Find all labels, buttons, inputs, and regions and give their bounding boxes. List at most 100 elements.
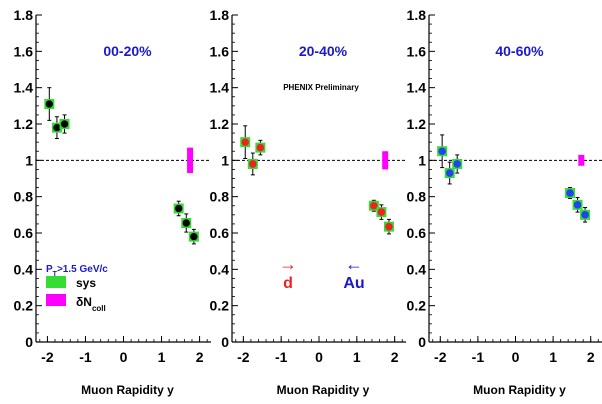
data-point — [452, 154, 463, 174]
y-tick-label: 1 — [25, 152, 33, 168]
legend-ncoll-swatch — [46, 294, 66, 306]
y-tick-label: 0.2 — [407, 298, 427, 314]
marker — [566, 189, 574, 197]
data-point — [51, 116, 62, 140]
y-tick-label: 1.8 — [210, 7, 230, 23]
data-point — [188, 228, 199, 245]
y-tick-label: 0 — [25, 334, 33, 350]
y-tick-label: 1.6 — [210, 43, 230, 59]
legend-sys-swatch — [46, 276, 66, 288]
marker — [249, 160, 257, 168]
data-point — [247, 152, 258, 176]
panel-3: 0 0.2 0.4 0.6 0.8 1 1.2 1.4 1.6 1.8 -2 -1 0 1 2 Muon Ra… — [407, 7, 602, 397]
x-tick-label: 1 — [158, 349, 166, 365]
data-point — [437, 134, 448, 169]
data-point — [181, 213, 192, 233]
marker — [453, 160, 462, 168]
y-tick-label: 0.6 — [14, 225, 34, 241]
legend-ncoll-label: δNcoll — [76, 295, 106, 313]
x-tick-label: 2 — [391, 349, 399, 365]
x-tick-label: 1 — [549, 349, 557, 365]
data-point — [255, 139, 266, 156]
y-tick-label: 0 — [418, 334, 426, 350]
y-tick-label: 0 — [221, 334, 229, 350]
y-tick-label: 1.4 — [14, 80, 34, 96]
x-tick-label: 0 — [120, 349, 128, 365]
data-point — [376, 204, 387, 220]
y-tick-label: 0.4 — [14, 261, 34, 277]
marker — [573, 201, 582, 209]
y-tick-label: 1.4 — [210, 80, 230, 96]
y-tick-label: 1.8 — [14, 7, 34, 23]
d-direction-arrow: → — [279, 254, 297, 274]
y-tick-label: 1.6 — [407, 43, 427, 59]
ncoll-band — [382, 151, 389, 170]
data-point — [444, 161, 455, 185]
x-tick-label: 2 — [587, 349, 595, 365]
y-tick-label: 1.2 — [407, 116, 427, 132]
marker — [182, 218, 191, 228]
marker — [581, 211, 589, 219]
y-tick-label: 0.4 — [407, 261, 427, 277]
x-tick-label: 0 — [512, 349, 520, 365]
marker — [385, 222, 393, 231]
marker — [256, 143, 265, 152]
data-point — [368, 199, 379, 212]
data-point — [580, 207, 591, 223]
data-point — [240, 125, 251, 160]
marker — [174, 204, 183, 213]
data-point — [565, 187, 576, 199]
marker — [445, 169, 454, 177]
y-tick-label: 0.6 — [407, 225, 427, 241]
y-tick-label: 1 — [221, 152, 229, 168]
pt-cut-label: PT>1.5 GeV/c — [46, 264, 108, 278]
panels-layer: 0 0.2 0.4 0.6 0.8 1 1.2 1.4 1.6 1.8 -2 -1 0 1 2 Muon Ra… — [14, 7, 602, 397]
x-axis-label: Muon Rapidity y — [473, 383, 566, 397]
y-tick-label: 0.8 — [14, 189, 34, 205]
data-point — [572, 197, 583, 213]
centrality-label: 00-20% — [103, 43, 152, 59]
x-tick-label: 0 — [315, 349, 323, 365]
marker — [45, 99, 54, 109]
d-direction-label: d — [283, 275, 293, 292]
y-tick-label: 1.6 — [14, 43, 34, 59]
panel-1: 0 0.2 0.4 0.6 0.8 1 1.2 1.4 1.6 1.8 -2 -1 0 1 2 Muon Ra… — [14, 7, 211, 397]
au-direction-arrow: ← — [345, 254, 363, 274]
centrality-label: 20-40% — [299, 43, 348, 59]
data-point — [173, 200, 184, 217]
data-point — [59, 114, 70, 134]
y-tick-label: 1 — [418, 152, 426, 168]
data-point — [383, 218, 394, 235]
centrality-label: 40-60% — [495, 43, 544, 59]
y-tick-label: 1.2 — [210, 116, 230, 132]
x-axis-label: Muon Rapidity y — [277, 383, 370, 397]
x-tick-label: -2 — [434, 349, 447, 365]
ncoll-band — [187, 147, 194, 174]
y-tick-label: 0.2 — [210, 298, 230, 314]
y-tick-label: 1.8 — [407, 7, 427, 23]
x-tick-label: -2 — [41, 349, 54, 365]
marker — [241, 138, 250, 146]
marker — [370, 201, 378, 210]
ncoll-band — [578, 154, 585, 166]
preliminary-label: PHENIX Preliminary — [283, 83, 359, 92]
x-tick-label: -1 — [275, 349, 288, 365]
x-tick-label: 1 — [353, 349, 361, 365]
marker — [60, 119, 69, 129]
marker — [438, 147, 446, 156]
x-tick-label: -2 — [237, 349, 250, 365]
x-tick-label: -1 — [79, 349, 92, 365]
panel-2: 0 0.2 0.4 0.6 0.8 1 1.2 1.4 1.6 1.8 -2 -1 0 1 2 Muon Ra… — [210, 7, 406, 397]
y-tick-label: 0.8 — [210, 189, 230, 205]
y-tick-label: 0.6 — [210, 225, 230, 241]
y-tick-label: 0.2 — [14, 298, 34, 314]
y-tick-label: 1.4 — [407, 80, 427, 96]
y-tick-label: 0.4 — [210, 261, 230, 277]
y-tick-label: 1.2 — [14, 116, 34, 132]
legend: PT>1.5 GeV/c sys δNcoll — [46, 264, 108, 313]
x-axis-label: Muon Rapidity y — [81, 383, 174, 397]
y-tick-label: 0.8 — [407, 189, 427, 205]
marker — [189, 232, 198, 241]
x-tick-label: 2 — [196, 349, 204, 365]
